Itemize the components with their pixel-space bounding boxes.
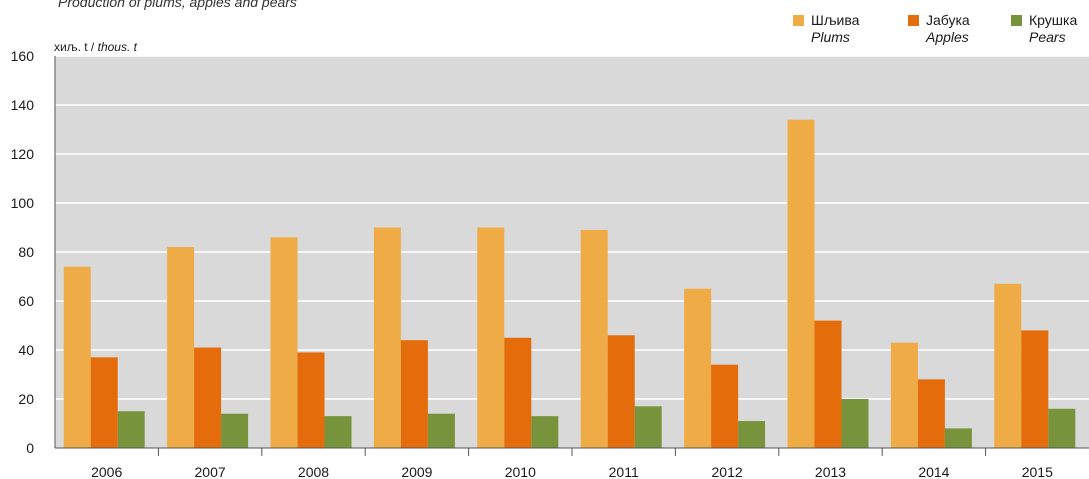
bar-plums-2012: [684, 288, 712, 448]
bar-plums-2006: [63, 266, 91, 448]
unit-label-sr: хиљ. t: [54, 40, 88, 54]
x-tick-label: 2006: [91, 464, 122, 479]
y-tick-label: 40: [18, 342, 34, 358]
y-tick-label: 0: [26, 440, 34, 456]
legend-swatch-apples: [908, 15, 919, 26]
legend-label-plums: Шљива: [811, 12, 860, 28]
bar-apples-2010: [504, 337, 532, 448]
bar-plums-2011: [580, 229, 608, 448]
legend-item-pears: Крушка Pears: [1011, 12, 1078, 46]
bar-apples-2013: [814, 320, 842, 448]
bar-pears-2011: [634, 406, 662, 448]
y-tick-label: 120: [11, 146, 35, 162]
y-tick-label: 60: [18, 293, 34, 309]
x-tick-label: 2012: [712, 464, 743, 479]
bar-pears-2008: [324, 416, 352, 448]
x-tick-label: 2015: [1022, 464, 1053, 479]
x-tick-label: 2013: [815, 464, 846, 479]
bar-pears-2014: [944, 428, 972, 448]
bar-plums-2015: [994, 283, 1022, 448]
legend-label-plums-en: Plums: [811, 29, 850, 45]
y-axis-unit-label: хиљ. t / thous. t: [54, 40, 137, 54]
bar-plums-2007: [167, 247, 195, 448]
bar-pears-2013: [841, 399, 869, 448]
bar-apples-2014: [917, 379, 945, 448]
bar-apples-2015: [1021, 330, 1049, 448]
legend-item-plums: Шљива Plums: [793, 12, 860, 46]
bar-pears-2010: [531, 416, 559, 448]
chart-subtitle: Production of plums, apples and pears: [58, 0, 297, 10]
bar-plums-2010: [477, 227, 505, 448]
legend-label-apples-en: Apples: [926, 29, 969, 45]
x-tick-label: 2008: [298, 464, 329, 479]
y-tick-label: 80: [18, 244, 34, 260]
bar-apples-2009: [400, 340, 428, 448]
x-tick-label: 2014: [918, 464, 949, 479]
y-tick-label: 100: [11, 195, 35, 211]
bar-pears-2006: [117, 411, 145, 448]
legend-swatch-pears: [1011, 15, 1022, 26]
bar-pears-2007: [221, 413, 249, 448]
x-tick-label: 2011: [609, 464, 639, 479]
unit-label-en: thous. t: [97, 40, 137, 54]
y-tick-label: 160: [11, 48, 35, 64]
bar-apples-2011: [607, 335, 635, 448]
legend-label-pears-en: Pears: [1029, 29, 1066, 45]
bar-apples-2007: [194, 347, 222, 448]
legend-item-apples: Јабука Apples: [908, 12, 970, 46]
bar-apples-2008: [297, 352, 325, 448]
bar-plums-2013: [787, 119, 815, 448]
bar-pears-2012: [738, 421, 766, 448]
y-tick-label: 140: [11, 97, 35, 113]
bar-plums-2008: [270, 237, 298, 448]
bar-pears-2009: [427, 413, 455, 448]
bar-apples-2006: [90, 357, 118, 448]
bar-apples-2012: [711, 364, 739, 448]
legend-label-apples: Јабука: [926, 12, 970, 28]
bar-pears-2015: [1048, 408, 1076, 448]
bar-plums-2014: [890, 342, 918, 448]
x-tick-label: 2007: [195, 464, 226, 479]
x-tick-label: 2010: [505, 464, 536, 479]
y-tick-label: 20: [18, 391, 34, 407]
legend-label-pears: Крушка: [1029, 12, 1078, 28]
legend-swatch-plums: [793, 15, 804, 26]
x-tick-label: 2009: [401, 464, 432, 479]
bar-plums-2009: [373, 227, 401, 448]
